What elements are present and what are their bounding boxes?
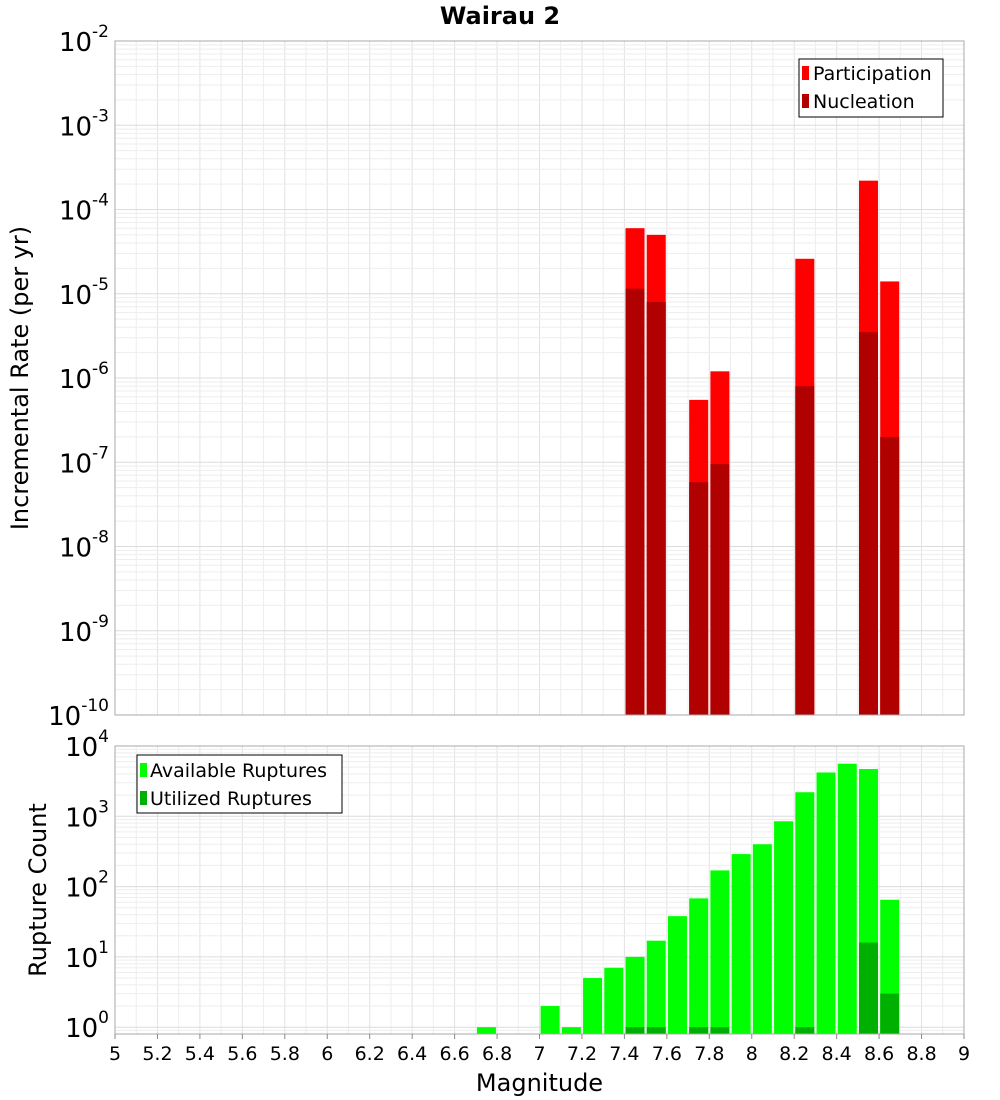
- y-tick-label: 10-6: [59, 359, 109, 395]
- legend-swatch-nucleation: [802, 94, 809, 108]
- bar-bottom-0: [731, 854, 751, 1034]
- bar-bottom-1: [710, 1027, 730, 1034]
- legend-label-utilized-ruptures: Utilized Ruptures: [150, 788, 312, 810]
- x-tick-label: 7.2: [567, 1043, 597, 1065]
- bar-top-1: [646, 301, 666, 715]
- bottom-legend: Available Ruptures Utilized Ruptures: [136, 754, 343, 814]
- x-tick-label: 5.8: [270, 1043, 300, 1065]
- y-tick-label: 10-9: [59, 612, 109, 648]
- y-tick-label: 10-4: [59, 191, 109, 227]
- bar-bottom-0: [583, 978, 603, 1034]
- bar-bottom-1: [795, 1027, 815, 1034]
- x-tick-label: 7.4: [609, 1043, 639, 1065]
- bar-bottom-0: [837, 763, 857, 1034]
- bar-bottom-0: [689, 898, 709, 1034]
- legend-swatch-utilized-ruptures: [140, 791, 147, 805]
- x-tick-label: 5.2: [142, 1043, 172, 1065]
- y-tick-label: 104: [65, 727, 109, 763]
- x-axis-ticks: 5 5.2 5.4 5.6 5.8 6 6.2 6.4 6.6 6.8 7 7.2 7.4 7.6 7.8 8…: [109, 1034, 970, 1065]
- top-plot-bars: [625, 180, 900, 716]
- bottom-legend-box: [136, 754, 343, 814]
- x-tick-label: 7: [533, 1043, 545, 1065]
- bar-bottom-0: [604, 967, 624, 1034]
- y-tick-label: 10-8: [59, 528, 109, 564]
- x-tick-label: 8.4: [822, 1043, 852, 1065]
- bar-top-1: [625, 288, 645, 715]
- bar-top-1: [689, 482, 709, 715]
- bar-top-1: [880, 436, 900, 715]
- bar-bottom-0: [646, 940, 666, 1034]
- legend-swatch-available-ruptures: [140, 763, 147, 777]
- bar-top-1: [710, 464, 730, 715]
- x-tick-label: 6.8: [482, 1043, 512, 1065]
- y-tick-label: 10-10: [48, 696, 109, 732]
- legend-label-participation: Participation: [813, 63, 932, 85]
- top-plot-grid: [114, 41, 965, 716]
- x-tick-label: 8.8: [906, 1043, 936, 1065]
- y-tick-label: 102: [65, 868, 109, 904]
- bar-top-1: [795, 386, 815, 715]
- chart-title: Wairau 2: [440, 2, 560, 30]
- x-tick-label: 6.4: [397, 1043, 427, 1065]
- y-tick-label: 10-7: [59, 443, 109, 479]
- y-tick-label: 103: [65, 797, 109, 833]
- top-y-axis-ticks: 10-10 10-9 10-8 10-7 10-6 10-5 10-4 10-3 10-2: [48, 22, 109, 732]
- bar-bottom-1: [858, 942, 878, 1034]
- x-tick-label: 9: [958, 1043, 970, 1065]
- bar-bottom-0: [561, 1027, 581, 1034]
- x-tick-label: 5: [109, 1043, 121, 1065]
- bar-bottom-0: [816, 772, 836, 1034]
- x-tick-label: 7.8: [694, 1043, 724, 1065]
- top-y-axis-label: Incremental Rate (per yr): [6, 226, 34, 530]
- bar-bottom-0: [774, 821, 794, 1034]
- y-tick-label: 101: [65, 938, 109, 974]
- bar-bottom-0: [795, 792, 815, 1034]
- bar-bottom-0: [625, 956, 645, 1034]
- bar-bottom-0: [667, 916, 687, 1034]
- bar-bottom-1: [689, 1027, 709, 1034]
- bar-bottom-1: [880, 993, 900, 1034]
- bottom-y-axis-ticks: 100 101 102 103 104: [65, 727, 109, 1044]
- legend-label-available-ruptures: Available Ruptures: [150, 760, 327, 782]
- top-plot-frame: [114, 40, 965, 716]
- x-axis-label: Magnitude: [476, 1069, 603, 1097]
- x-tick-label: 7.6: [652, 1043, 682, 1065]
- y-tick-label: 10-3: [59, 106, 109, 142]
- x-tick-label: 6: [321, 1043, 333, 1065]
- x-tick-label: 8.2: [779, 1043, 809, 1065]
- y-tick-label: 10-2: [59, 22, 109, 58]
- bottom-plot-bars: [476, 763, 900, 1034]
- y-tick-label: 10-5: [59, 275, 109, 311]
- x-tick-label: 8.6: [864, 1043, 894, 1065]
- x-tick-label: 8: [746, 1043, 758, 1065]
- bar-bottom-1: [625, 1027, 645, 1034]
- bar-bottom-0: [476, 1027, 496, 1034]
- x-tick-label: 6.2: [355, 1043, 385, 1065]
- legend-label-nucleation: Nucleation: [813, 91, 915, 113]
- bar-top-1: [858, 332, 878, 715]
- bar-bottom-0: [752, 844, 772, 1034]
- x-tick-label: 6.6: [439, 1043, 469, 1065]
- legend-swatch-participation: [802, 66, 809, 80]
- bar-bottom-0: [540, 1006, 560, 1034]
- bottom-y-axis-label: Rupture Count: [24, 803, 52, 977]
- bar-bottom-1: [646, 1027, 666, 1034]
- top-legend-box: [798, 58, 944, 118]
- bar-bottom-0: [710, 870, 730, 1034]
- x-tick-label: 5.4: [185, 1043, 215, 1065]
- y-tick-label: 100: [65, 1008, 109, 1044]
- top-legend: Participation Nucleation: [798, 58, 944, 118]
- x-tick-label: 5.6: [227, 1043, 257, 1065]
